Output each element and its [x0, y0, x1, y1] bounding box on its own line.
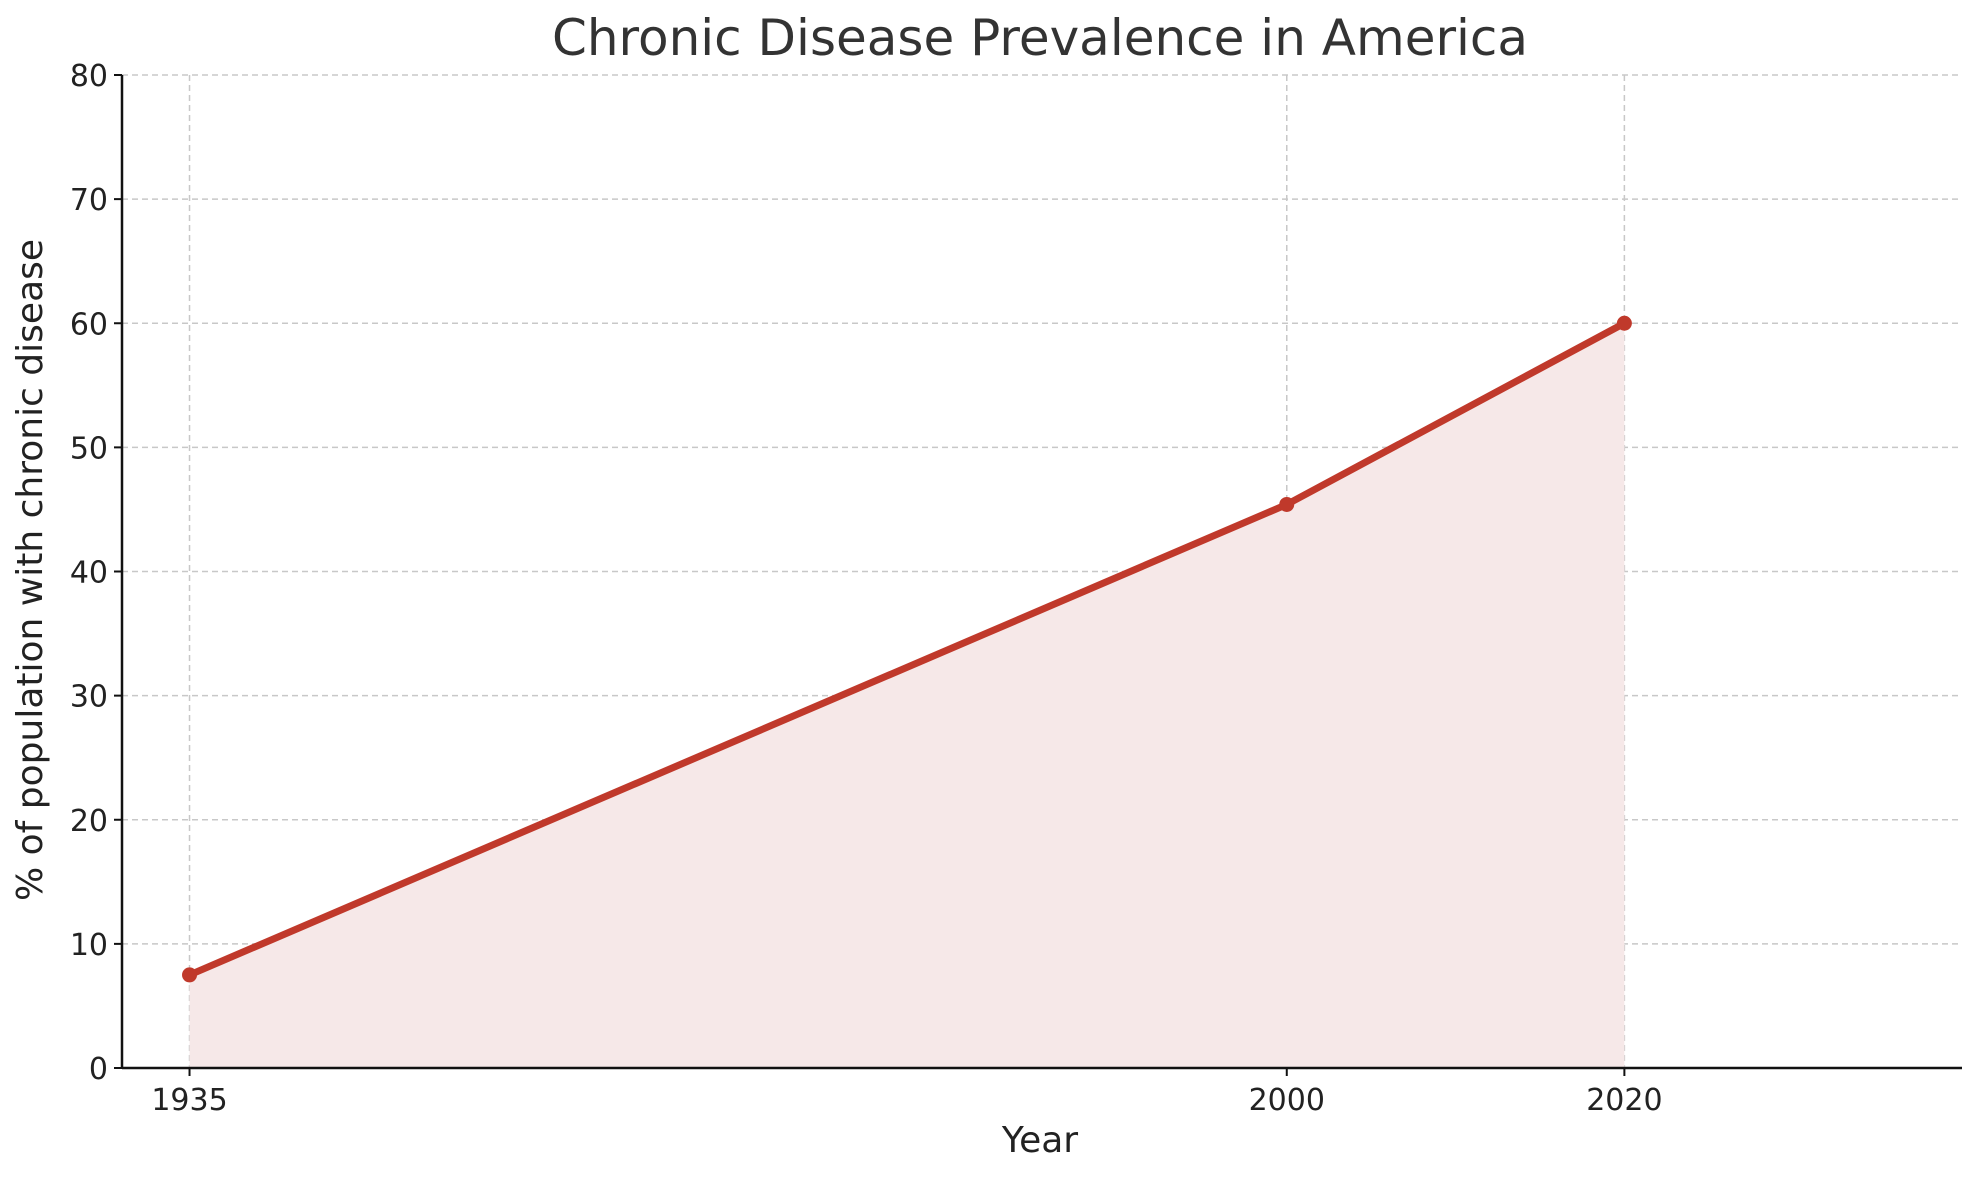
series-area-fill [189, 323, 1625, 1068]
area-layer [189, 323, 1625, 1068]
y-tick-label: 20 [70, 804, 108, 839]
y-tick-label: 60 [70, 307, 108, 342]
y-tick-label: 0 [89, 1052, 108, 1087]
y-tick-label: 80 [70, 59, 108, 94]
x-tick-label: 2020 [1586, 1083, 1662, 1118]
x-axis-label: Year [1001, 1120, 1078, 1161]
y-tick-label: 70 [70, 183, 108, 218]
series-layer [182, 315, 1632, 983]
y-tick-label: 50 [70, 431, 108, 466]
y-tick-label: 10 [70, 928, 108, 963]
chart-title: Chronic Disease Prevalence in America [552, 9, 1528, 67]
data-point-marker [1279, 496, 1295, 512]
grid-layer [122, 74, 1962, 1068]
y-axis-label: % of population with chronic disease [10, 239, 51, 901]
x-tick-label: 2000 [1249, 1083, 1325, 1118]
x-tick-label: 1935 [151, 1083, 227, 1118]
tick-layer: 0 10 20 30 40 50 60 70 80 1935 2000 2020 [70, 59, 1663, 1118]
y-tick-label: 30 [70, 680, 108, 715]
y-tick-label: 40 [70, 556, 108, 591]
data-point-marker [1616, 315, 1632, 331]
data-point-marker [182, 967, 198, 983]
